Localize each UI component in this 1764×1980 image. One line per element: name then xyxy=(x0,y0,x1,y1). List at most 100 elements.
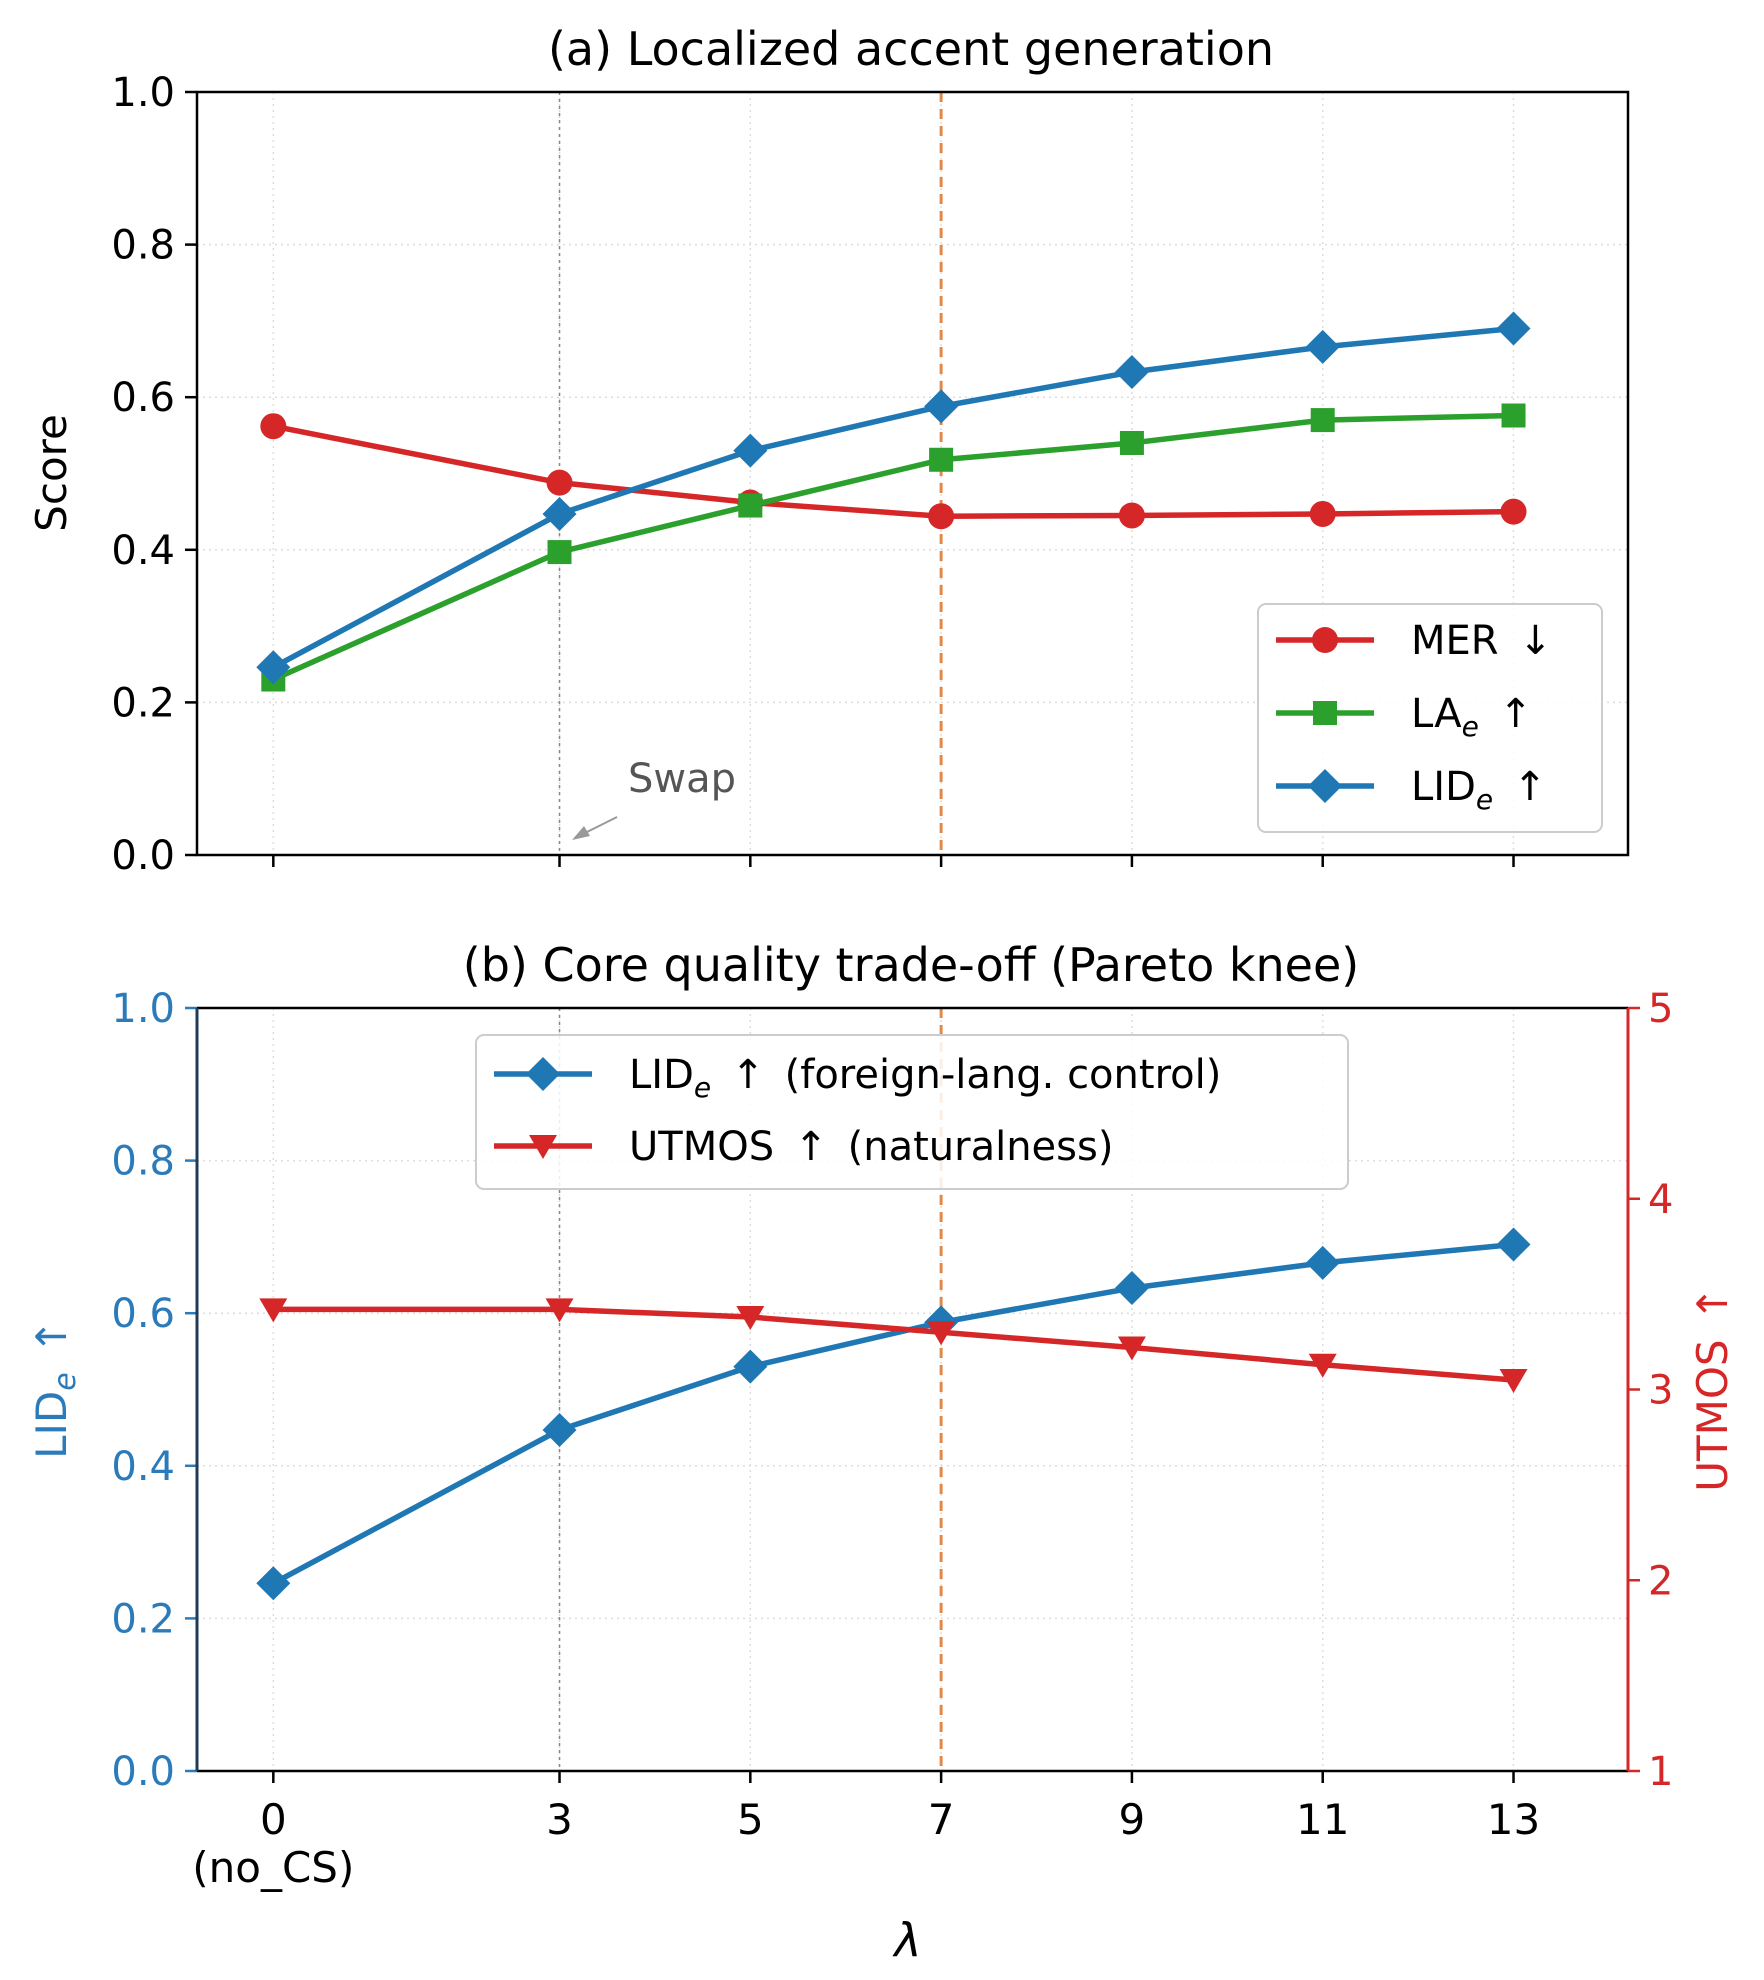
x-tick-label: 0 xyxy=(260,1795,287,1844)
y-tick-label-right: 5 xyxy=(1648,986,1673,1032)
legend-name: UTMOS xyxy=(629,1124,774,1170)
panel-b-lines xyxy=(256,1227,1531,1601)
panel-b-title: (b) Core quality trade-off (Pareto knee) xyxy=(463,938,1359,992)
right-axis-label-main: UTMOS xyxy=(1688,1339,1737,1491)
y-tick-label: 0.6 xyxy=(111,375,175,421)
x-tick-label: 5 xyxy=(737,1795,764,1844)
y-tick-label: 0.2 xyxy=(111,680,175,726)
y-tick-label: 0.0 xyxy=(111,833,175,879)
y-tick-label: 1.0 xyxy=(111,986,175,1032)
panel-a-vlines xyxy=(558,92,943,855)
utmos-point xyxy=(1499,1368,1528,1393)
la-point xyxy=(547,540,572,565)
panel-b-right-axis-label: UTMOS ↑ xyxy=(1688,1286,1737,1492)
panel-b-legend-box xyxy=(475,1034,1349,1190)
mer-point xyxy=(928,503,955,530)
lid-point xyxy=(1114,1271,1149,1306)
lid-point xyxy=(256,1566,291,1601)
legend-arrow: ↓ xyxy=(1519,618,1553,664)
utmos-point xyxy=(259,1298,288,1323)
lid-point xyxy=(733,433,768,468)
legend-name: LID xyxy=(1411,764,1476,810)
legend-arrow: ↑ xyxy=(1513,764,1547,810)
legend-lid-label: LIDe ↑ (foreign-lang. control) xyxy=(629,1052,1221,1104)
legend-arrow: ↑ xyxy=(794,1124,828,1170)
mer-point xyxy=(546,469,573,496)
panel-a-title: (a) Localized accent generation xyxy=(548,22,1274,76)
x-tick-sublabel: (no_CS) xyxy=(192,1843,354,1892)
legend-name: MER xyxy=(1411,618,1499,664)
lid-point xyxy=(256,650,291,685)
swap-arrow-head xyxy=(572,826,590,840)
left-axis-label-sub: e xyxy=(48,1372,83,1390)
x-axis-label: λ xyxy=(891,1913,921,1967)
panel-a: (a) Localized accent generation 0.00.20.… xyxy=(27,22,1630,879)
legend-subscript: e xyxy=(1476,783,1493,816)
x-tick-label: 3 xyxy=(546,1795,573,1844)
panel-a-frame xyxy=(195,90,1630,857)
lid-point xyxy=(1305,1245,1340,1280)
legend-lid-marker xyxy=(526,1057,560,1091)
y-tick-label: 0.8 xyxy=(111,1139,175,1185)
lid-point xyxy=(1305,329,1340,364)
legend-lid-marker xyxy=(1308,769,1342,803)
legend-utmos-label: UTMOS ↑ (naturalness) xyxy=(629,1124,1113,1170)
lid-point xyxy=(733,1349,768,1384)
legend-la-label: LAe ↑ xyxy=(1411,691,1532,743)
y-tick-label-right: 3 xyxy=(1648,1368,1673,1414)
lid-point xyxy=(542,1412,577,1447)
x-tick-label: 7 xyxy=(928,1795,955,1844)
x-tick-label: 11 xyxy=(1296,1795,1349,1844)
panel-a-legend: MER ↓LAe ↑LIDe ↑ xyxy=(1257,603,1603,833)
legend-arrow: ↑ xyxy=(731,1052,765,1098)
left-axis-label-main: LID xyxy=(27,1391,76,1459)
y-tick-label-right: 2 xyxy=(1648,1558,1673,1604)
swap-label: Swap xyxy=(628,756,736,802)
legend-note: (naturalness) xyxy=(848,1124,1114,1170)
utmos-point xyxy=(927,1321,956,1346)
utmos-point xyxy=(736,1306,765,1331)
y-tick-label: 0.4 xyxy=(111,1444,175,1490)
lid-point xyxy=(542,496,577,531)
svg-text:LIDe↑: LIDe ↑ xyxy=(27,1319,83,1459)
y-tick-label: 0.8 xyxy=(111,223,175,269)
la-point xyxy=(1119,430,1144,455)
panel-b-x-ticks: 0 3 5 7 9 11 13 (no_CS) xyxy=(192,1771,1540,1892)
utmos-point xyxy=(545,1298,574,1323)
legend-name: LA xyxy=(1411,691,1462,737)
y-tick-label: 0.4 xyxy=(111,528,175,574)
x-tick-label: 13 xyxy=(1487,1795,1540,1844)
right-axis-label-arrow: ↑ xyxy=(1688,1286,1737,1321)
lid-point xyxy=(1496,1227,1531,1262)
lid-series-line xyxy=(272,1241,1514,1586)
panel-b-left-axis-label: LIDe ↑ xyxy=(27,1319,83,1459)
panel-a-lines xyxy=(256,311,1531,692)
mer-point xyxy=(1500,498,1527,525)
la-point xyxy=(738,493,763,518)
legend-subscript: e xyxy=(694,1071,711,1104)
panel-b-right-y-ticks: 1 2 3 4 5 xyxy=(1628,986,1673,1795)
la-point xyxy=(1501,403,1526,428)
lid-point xyxy=(1114,355,1149,390)
panel-b: (b) Core quality trade-off (Pareto knee)… xyxy=(27,938,1737,1967)
panel-a-x-ticks xyxy=(272,855,1515,867)
utmos-point xyxy=(1308,1353,1337,1378)
panel-a-y-ticks: 0.0 0.2 0.4 0.6 0.8 1.0 xyxy=(111,70,197,879)
x-tick-label: 9 xyxy=(1119,1795,1146,1844)
la-point xyxy=(929,447,954,472)
legend-lid-label: LIDe ↑ xyxy=(1411,764,1547,816)
y-tick-label-right: 4 xyxy=(1648,1177,1673,1223)
lid-point xyxy=(1496,311,1531,346)
legend-la-marker xyxy=(1313,701,1337,725)
legend-name: LID xyxy=(629,1052,694,1098)
legend-mer-marker xyxy=(1312,627,1338,653)
legend-note: (foreign-lang. control) xyxy=(785,1052,1222,1098)
y-tick-label: 1.0 xyxy=(111,70,175,116)
lid-point xyxy=(924,389,959,424)
la-point xyxy=(1310,408,1335,433)
legend-subscript: e xyxy=(1462,710,1479,743)
mer-point xyxy=(1118,502,1145,529)
swap-annotation: Swap xyxy=(572,756,736,840)
left-axis-label-arrow: ↑ xyxy=(27,1319,76,1354)
